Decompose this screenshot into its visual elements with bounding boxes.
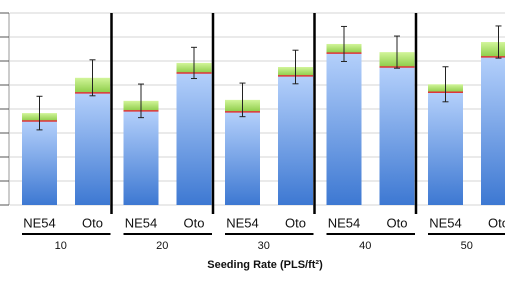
bar-base xyxy=(379,67,415,205)
x-tick-label: NE54 xyxy=(125,215,158,230)
bar-base xyxy=(225,111,260,205)
error-bar xyxy=(89,59,96,97)
x-tick-label: NE54 xyxy=(226,215,259,230)
x-tick-label: NE54 xyxy=(328,215,361,230)
bar-base xyxy=(278,75,313,205)
bar-base xyxy=(22,121,57,205)
group-label: 10 xyxy=(55,240,67,252)
x-tick-label: Oto xyxy=(184,215,205,230)
bar-top xyxy=(481,42,505,57)
bar-base xyxy=(428,92,463,205)
group-label: 30 xyxy=(258,240,270,252)
group-label: 40 xyxy=(359,240,371,252)
x-tick-label: Oto xyxy=(387,215,408,230)
x-tick-label: NE54 xyxy=(429,215,462,230)
error-bar xyxy=(442,66,449,103)
error-bar xyxy=(341,25,347,62)
x-axis-title: Seeding Rate (PLS/ft²) xyxy=(207,259,323,271)
bar-base xyxy=(481,56,505,205)
error-bar xyxy=(138,83,144,119)
bar-base xyxy=(75,92,110,205)
error-bar xyxy=(191,46,197,80)
x-tick-label: Oto xyxy=(82,215,103,230)
x-tick-label: Oto xyxy=(285,215,306,230)
error-bar xyxy=(36,95,43,131)
bar-base xyxy=(123,110,159,205)
bar-base xyxy=(176,73,212,205)
x-tick-label: NE54 xyxy=(23,215,56,230)
error-bar xyxy=(239,82,246,118)
error-bar xyxy=(292,49,299,85)
error-bar xyxy=(394,35,400,69)
group-label: 20 xyxy=(156,240,168,252)
bar-base xyxy=(326,53,362,205)
x-tick-label: Oto xyxy=(488,215,505,230)
group-label: 50 xyxy=(461,240,473,252)
error-bar xyxy=(495,25,502,59)
